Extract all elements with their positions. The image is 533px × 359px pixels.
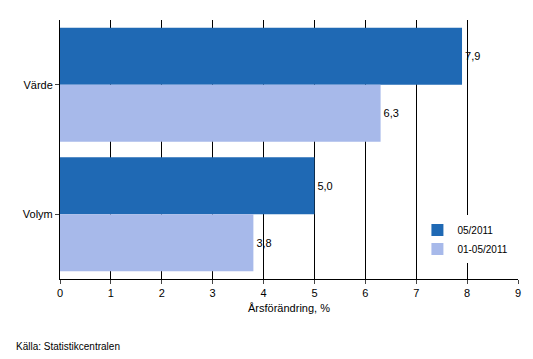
svg-text:5,0: 5,0 bbox=[317, 180, 332, 192]
svg-text:05/2011: 05/2011 bbox=[457, 225, 493, 236]
svg-text:3: 3 bbox=[210, 287, 216, 299]
svg-text:9: 9 bbox=[515, 287, 521, 299]
svg-text:3,8: 3,8 bbox=[256, 237, 271, 249]
svg-text:7,9: 7,9 bbox=[465, 50, 480, 62]
svg-text:1: 1 bbox=[108, 287, 114, 299]
svg-text:Årsförändring, %: Årsförändring, % bbox=[248, 302, 330, 314]
svg-text:4: 4 bbox=[260, 287, 266, 299]
svg-text:Volym: Volym bbox=[23, 208, 53, 220]
svg-text:5: 5 bbox=[311, 287, 317, 299]
svg-text:7: 7 bbox=[413, 287, 419, 299]
svg-text:01-05/2011: 01-05/2011 bbox=[457, 244, 507, 255]
svg-text:6,3: 6,3 bbox=[384, 107, 399, 119]
svg-text:8: 8 bbox=[464, 287, 470, 299]
svg-text:Källa: Statistikcentralen: Källa: Statistikcentralen bbox=[16, 341, 120, 352]
svg-text:Värde: Värde bbox=[23, 79, 52, 91]
svg-text:2: 2 bbox=[159, 287, 165, 299]
svg-text:0: 0 bbox=[57, 287, 63, 299]
svg-text:6: 6 bbox=[362, 287, 368, 299]
